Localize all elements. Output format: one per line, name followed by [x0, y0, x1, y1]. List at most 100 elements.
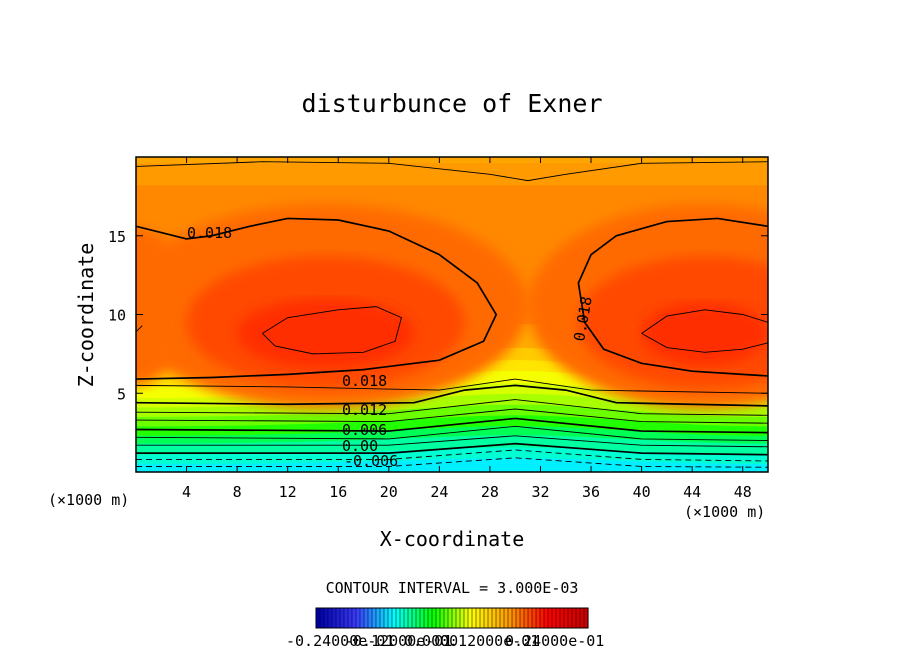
- contour-warm-blob: [237, 298, 415, 369]
- colorbar-cell: [579, 607, 585, 629]
- colorbar-cell: [527, 607, 533, 629]
- colorbar-cell: [331, 607, 337, 629]
- colorbar-label-mid: 0.0000: [404, 632, 458, 650]
- contour-warm-blob: [641, 301, 768, 365]
- colorbar-cell: [403, 607, 409, 629]
- x-tick-label: 8: [233, 483, 242, 501]
- contour-line: [136, 435, 768, 448]
- plot-area: [136, 157, 768, 472]
- colorbar-cell: [407, 607, 413, 629]
- y-tick-label: 15: [108, 228, 126, 246]
- colorbar-cell: [363, 607, 369, 629]
- colorbar: [315, 607, 589, 629]
- colorbar-cell: [487, 607, 493, 629]
- colorbar-cell: [423, 607, 429, 629]
- chart-title: disturbunce of Exner: [301, 89, 602, 118]
- y-tick-label: 10: [108, 307, 126, 325]
- x-axis-ticks: 4 8 12 16 20 24 28 32 36 40 44 48: [182, 157, 752, 501]
- colorbar-cell: [343, 607, 349, 629]
- x-axis-label: X-coordinate: [380, 527, 525, 551]
- colorbar-cell: [415, 607, 421, 629]
- colorbar-cell: [499, 607, 505, 629]
- colorbar-cell: [515, 607, 521, 629]
- colorbar-cell: [335, 607, 341, 629]
- colorbar-cell: [391, 607, 397, 629]
- y-unit-right: (×1000 m): [684, 503, 765, 521]
- colorbar-cell: [395, 607, 401, 629]
- colorbar-cell: [455, 607, 461, 629]
- colorbar-cell: [387, 607, 393, 629]
- colorbar-cell: [559, 607, 565, 629]
- x-tick-label: 32: [531, 483, 549, 501]
- contour-label-neg0006: -0.006: [344, 452, 398, 470]
- colorbar-cell: [483, 607, 489, 629]
- x-tick-label: 4: [182, 483, 191, 501]
- contour-line: [136, 425, 768, 441]
- colorbar-cell: [551, 607, 557, 629]
- contour-line: [136, 408, 768, 424]
- colorbar-cell: [467, 607, 473, 629]
- contour-line: [136, 399, 768, 416]
- colorbar-cell: [443, 607, 449, 629]
- colorbar-cell: [475, 607, 481, 629]
- colorbar-cell: [495, 607, 501, 629]
- contour-label-zero: 0.00: [342, 437, 378, 455]
- contour-line: [136, 378, 768, 394]
- colorbar-cell: [471, 607, 477, 629]
- colorbar-cell: [411, 607, 417, 629]
- x-tick-label: 36: [582, 483, 600, 501]
- colorbar-cell: [427, 607, 433, 629]
- colorbar-cell: [339, 607, 345, 629]
- colorbar-cell: [547, 607, 553, 629]
- colorbar-cell: [563, 607, 569, 629]
- colorbar-cell: [507, 607, 513, 629]
- y-tick-label: 5: [117, 385, 126, 403]
- colorbar-cell: [567, 607, 573, 629]
- colorbar-cell: [511, 607, 517, 629]
- contour-interval-note: CONTOUR INTERVAL = 3.000E-03: [326, 579, 579, 597]
- colorbar-cell: [383, 607, 389, 629]
- x-tick-label: 12: [279, 483, 297, 501]
- colorbar-cell: [491, 607, 497, 629]
- x-tick-label: 44: [683, 483, 701, 501]
- colorbar-cell: [575, 607, 581, 629]
- contour-band: [136, 458, 768, 472]
- y-axis-ticks: 5 10 15: [108, 228, 768, 403]
- contour-label-lower: 0.018: [342, 372, 387, 390]
- contour-line: [641, 333, 768, 353]
- colorbar-frame: [315, 607, 589, 629]
- colorbar-cell: [327, 607, 333, 629]
- contour-line: [136, 217, 498, 380]
- colorbar-cell: [435, 607, 441, 629]
- contour-line: [136, 442, 768, 456]
- colorbar-cell: [431, 607, 437, 629]
- colorbar-cell: [367, 607, 373, 629]
- colorbar-cell: [571, 607, 577, 629]
- contour-line: [136, 384, 768, 407]
- contour-label-0012: 0.012: [342, 401, 387, 419]
- colorbar-cell: [359, 607, 365, 629]
- colorbar-cell: [451, 607, 457, 629]
- colorbar-cell: [371, 607, 377, 629]
- contour-line: [577, 217, 768, 377]
- contour-line: [136, 417, 768, 434]
- contour-label-upper-left: 0.018: [187, 224, 232, 242]
- contour-lines: [136, 161, 768, 468]
- colorbar-cell: [419, 607, 425, 629]
- colorbar-cell: [555, 607, 561, 629]
- colorbar-cell: [479, 607, 485, 629]
- contour-label-0006: 0.006: [342, 421, 387, 439]
- x-unit-left: (×1000 m): [48, 491, 129, 509]
- colorbar-cell: [315, 607, 321, 629]
- colorbar-cell: [447, 607, 453, 629]
- colorbar-cell: [399, 607, 405, 629]
- colorbar-cell: [539, 607, 545, 629]
- colorbar-cell: [351, 607, 357, 629]
- contour-line: [136, 161, 768, 182]
- colorbar-cell: [543, 607, 549, 629]
- contour-line: [641, 309, 768, 334]
- colorbar-cell: [323, 607, 329, 629]
- colorbar-cell: [531, 607, 537, 629]
- colorbar-label-high: 0.12000e-01: [440, 632, 539, 650]
